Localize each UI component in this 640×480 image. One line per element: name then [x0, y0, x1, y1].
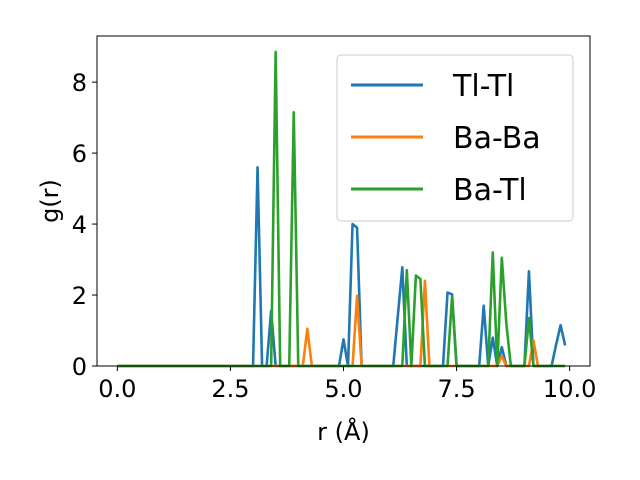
y-axis-ticks: 0 2 4 6 8: [72, 69, 97, 381]
legend-box: [336, 54, 574, 222]
y-tick-label: 0: [72, 353, 87, 381]
x-tick-label: 0.0: [98, 375, 136, 403]
y-tick-label: 2: [72, 282, 87, 310]
x-axis-ticks: 0.0 2.5 5.0 7.5 10.0: [98, 366, 596, 403]
legend-label-ba-tl: Ba-Tl: [453, 173, 527, 208]
x-axis-label: r (Å): [317, 417, 370, 446]
y-tick-label: 4: [72, 211, 87, 239]
x-tick-label: 2.5: [211, 375, 249, 403]
x-tick-label: 7.5: [437, 375, 475, 403]
y-tick-label: 8: [72, 69, 87, 97]
legend: Tl-Tl Ba-Ba Ba-Tl: [336, 54, 574, 222]
y-axis-label: g(r): [36, 179, 64, 223]
x-tick-label: 10.0: [543, 375, 596, 403]
x-tick-label: 5.0: [324, 375, 362, 403]
series-line-ba-ba: [117, 279, 566, 368]
legend-label-ba-ba: Ba-Ba: [453, 121, 541, 156]
y-tick-label: 6: [72, 140, 87, 168]
legend-label-tl-tl: Tl-Tl: [452, 69, 514, 104]
